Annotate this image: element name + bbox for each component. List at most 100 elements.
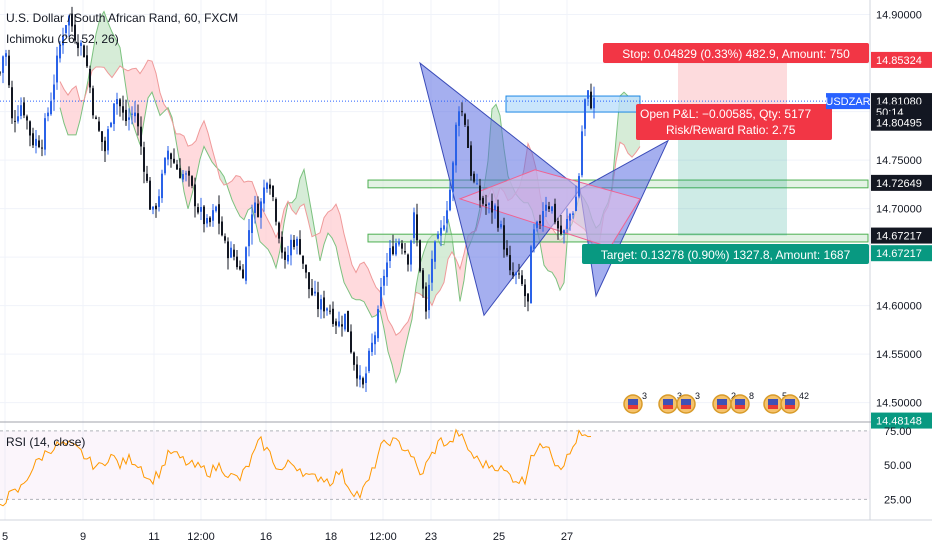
ichimoku-label[interactable]: Ichimoku (26, 52, 26) bbox=[6, 32, 119, 46]
cloud-segment bbox=[204, 120, 208, 155]
candle-body bbox=[65, 25, 67, 34]
candle-body bbox=[164, 158, 166, 174]
candle-body bbox=[536, 221, 538, 228]
entry-box[interactable] bbox=[505, 95, 641, 113]
candle-body bbox=[104, 140, 106, 152]
cloud-segment bbox=[144, 60, 148, 122]
candle-body bbox=[11, 87, 13, 119]
candle-body bbox=[383, 275, 385, 286]
symbol-tag[interactable]: USDZAR bbox=[825, 96, 870, 108]
rsi-band bbox=[0, 430, 870, 500]
price-tag-bg[interactable] bbox=[871, 114, 932, 131]
candle-body bbox=[593, 97, 595, 109]
candle-body bbox=[467, 126, 469, 148]
cloud-segment bbox=[300, 169, 304, 207]
candle-body bbox=[272, 186, 274, 197]
candle-body bbox=[8, 55, 10, 86]
time-label: 25 bbox=[493, 531, 505, 543]
candle-body bbox=[41, 147, 43, 149]
event-count-badge: 3 bbox=[695, 391, 700, 401]
rsi-line bbox=[0, 428, 592, 507]
price-tick-label: 14.60000 bbox=[876, 301, 922, 313]
stop-label[interactable]: Stop: 0.04829 (0.33%) 482.9, Amount: 750 bbox=[622, 47, 850, 61]
price-axis[interactable]: 14.9000014.8500014.8000014.7500014.70000… bbox=[825, 10, 932, 507]
price-tag[interactable]: 14.48148 bbox=[876, 416, 922, 428]
cloud-segment bbox=[208, 132, 212, 163]
price-tag-bg[interactable] bbox=[871, 227, 932, 244]
long-position-tool[interactable]: Stop: 0.04829 (0.33%) 482.9, Amount: 750… bbox=[0, 43, 870, 264]
cloud-segment bbox=[376, 287, 380, 316]
candlestick-series bbox=[0, 6, 595, 392]
cloud-segment bbox=[268, 220, 272, 257]
candle-body bbox=[503, 225, 505, 250]
candle-body bbox=[212, 210, 214, 221]
price-tag[interactable]: 14.72649 bbox=[876, 178, 922, 190]
candle-body bbox=[422, 270, 424, 289]
pnl-box[interactable] bbox=[636, 104, 832, 140]
candle-body bbox=[320, 299, 322, 310]
candle-body bbox=[35, 138, 37, 146]
candle-body bbox=[296, 238, 298, 246]
candle-body bbox=[2, 56, 4, 73]
time-axis[interactable]: 5 9 11 12:00 16 18 12:00 23 25 27 bbox=[2, 531, 573, 543]
candle-body bbox=[26, 116, 28, 121]
pnl-line2[interactable]: Risk/Reward Ratio: 2.75 bbox=[666, 123, 796, 137]
candle-body bbox=[131, 113, 133, 115]
candle-body bbox=[341, 324, 343, 327]
stop-zone[interactable] bbox=[678, 59, 787, 107]
candle-body bbox=[512, 272, 514, 276]
candle-body bbox=[56, 55, 58, 83]
price-tag[interactable]: 14.80495 bbox=[876, 118, 922, 130]
candle-body bbox=[62, 35, 64, 46]
candle-body bbox=[461, 111, 463, 113]
price-tag[interactable]: 14.67217 bbox=[876, 248, 922, 260]
candle-body bbox=[275, 199, 277, 222]
candle-body bbox=[278, 222, 280, 239]
candle-body bbox=[266, 183, 268, 189]
candle-body bbox=[464, 114, 466, 125]
economic-events[interactable]: 33328542 bbox=[623, 391, 809, 414]
flag-icon-stripe bbox=[628, 405, 638, 409]
cloud-segment bbox=[396, 332, 400, 383]
time-label: 18 bbox=[325, 531, 337, 543]
price-tag-bg[interactable] bbox=[871, 412, 932, 429]
pnl-line1[interactable]: Open P&L: −0.00585, Qty: 5177 bbox=[640, 107, 811, 121]
price-tag-bg[interactable] bbox=[871, 51, 932, 68]
candle-body bbox=[14, 120, 16, 122]
flag-icon-stripe bbox=[735, 399, 745, 405]
candle-body bbox=[350, 331, 352, 353]
price-tag[interactable]: 14.85324 bbox=[876, 55, 922, 67]
candle-body bbox=[230, 247, 232, 258]
target-label[interactable]: Target: 0.13278 (0.90%) 1327.8, Amount: … bbox=[601, 248, 851, 262]
candle-body bbox=[437, 234, 439, 239]
candle-body bbox=[473, 173, 475, 182]
candle-body bbox=[170, 153, 172, 160]
cloud-segment bbox=[556, 233, 560, 291]
stop-label-bg[interactable] bbox=[603, 43, 869, 63]
candle-body bbox=[224, 236, 226, 241]
rsi-label[interactable]: RSI (14, close) bbox=[6, 435, 85, 449]
symbol-tag-bg[interactable] bbox=[826, 93, 870, 110]
candle-body bbox=[335, 321, 337, 326]
candle-body bbox=[515, 272, 517, 276]
candle-body bbox=[140, 126, 142, 147]
candle-body bbox=[233, 249, 235, 257]
candle-body bbox=[281, 236, 283, 253]
candle-body bbox=[353, 352, 355, 365]
candle-body bbox=[590, 91, 592, 109]
target-label-bg[interactable] bbox=[582, 244, 869, 264]
candle-body bbox=[194, 184, 196, 207]
candle-body bbox=[299, 239, 301, 255]
cloud-segment bbox=[324, 212, 328, 245]
candle-body bbox=[83, 45, 85, 58]
candle-body bbox=[479, 185, 481, 201]
price-tag-bg[interactable] bbox=[871, 245, 932, 262]
event-count-badge: 8 bbox=[749, 391, 754, 401]
time-label: 12:00 bbox=[369, 531, 397, 543]
price-tag-bg[interactable] bbox=[871, 174, 932, 191]
candle-body bbox=[395, 243, 397, 255]
candle-body bbox=[185, 173, 187, 175]
price-tag[interactable]: 14.67217 bbox=[876, 231, 922, 243]
candle-body bbox=[524, 284, 526, 297]
